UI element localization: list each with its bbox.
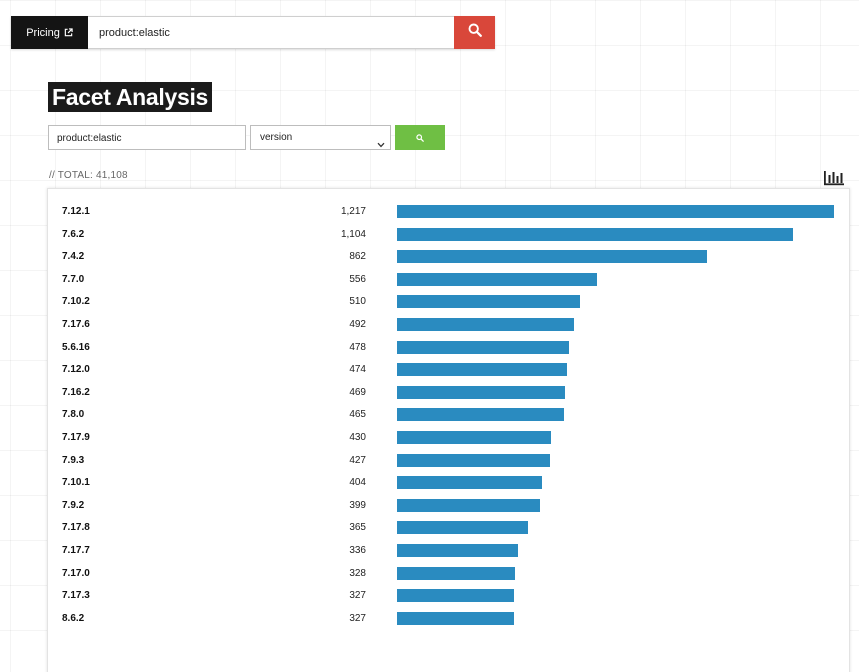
facet-row[interactable]: 7.10.2 510 <box>48 291 849 313</box>
search-input[interactable]: product:elastic <box>88 16 454 49</box>
facet-row-bar <box>397 205 834 218</box>
facet-row[interactable]: 7.16.2 469 <box>48 382 849 404</box>
facet-row[interactable]: 7.17.8 365 <box>48 517 849 539</box>
search-button[interactable] <box>454 16 495 49</box>
facet-row-count: 556 <box>349 273 366 285</box>
facet-row[interactable]: 8.6.2 327 <box>48 608 849 630</box>
facet-row[interactable]: 7.9.2 399 <box>48 495 849 517</box>
facet-row-count: 328 <box>349 567 366 579</box>
facet-search-button[interactable] <box>395 125 445 150</box>
facet-row-bar <box>397 453 550 467</box>
facet-row[interactable]: 7.12.0 474 <box>48 359 849 381</box>
facet-row[interactable]: 7.6.2 1,104 <box>48 224 849 246</box>
facet-row-count: 430 <box>349 432 366 443</box>
pricing-link[interactable]: Pricing <box>11 16 88 49</box>
facet-row-label: 7.10.2 <box>62 296 90 308</box>
facet-row-bar <box>397 272 597 286</box>
facet-row-label: 7.6.2 <box>62 228 85 240</box>
facet-row-label: 7.8.0 <box>62 409 85 421</box>
facet-row[interactable]: 7.4.2 862 <box>48 246 849 268</box>
facet-row-bar <box>397 295 580 309</box>
facet-row-count: 1,217 <box>340 206 366 217</box>
facet-row[interactable]: 7.8.0 465 <box>48 404 849 426</box>
facet-row-label: 7.16.2 <box>62 386 90 398</box>
facet-row-bar <box>397 227 793 241</box>
facet-row[interactable]: 7.17.7 336 <box>48 540 849 562</box>
facet-row-bar <box>397 431 551 444</box>
facet-row-count: 404 <box>349 477 366 489</box>
facet-row[interactable]: 7.12.1 1,217 <box>48 201 849 223</box>
pricing-label: Pricing <box>26 26 60 39</box>
facet-row[interactable]: 7.17.0 328 <box>48 563 849 585</box>
facet-row-count: 510 <box>349 296 366 308</box>
top-search-bar: Pricing product:elastic <box>11 16 495 49</box>
facet-row-bar <box>397 250 707 264</box>
facet-row-bar <box>397 611 514 625</box>
facet-query-input[interactable]: product:elastic <box>48 125 246 150</box>
facet-row-bar <box>397 521 528 535</box>
facet-row-label: 7.17.8 <box>62 522 90 534</box>
facet-row-label: 7.12.0 <box>62 364 90 376</box>
facet-row-label: 7.12.1 <box>62 206 90 217</box>
facet-row-count: 469 <box>349 386 366 398</box>
facet-row-bar <box>397 498 540 512</box>
facet-row-label: 5.6.16 <box>62 341 90 353</box>
facet-row-count: 327 <box>349 590 366 602</box>
facet-row-bar <box>397 363 567 377</box>
facet-row-count: 399 <box>349 499 366 511</box>
facet-row-count: 336 <box>349 545 366 556</box>
search-icon <box>468 23 482 42</box>
facet-row[interactable]: 7.7.0 556 <box>48 269 849 291</box>
facet-row-bar <box>397 476 542 490</box>
facet-row-label: 7.17.9 <box>62 432 90 443</box>
search-icon <box>416 129 424 147</box>
facet-row-bar <box>397 408 564 422</box>
facet-row-count: 1,104 <box>340 228 366 240</box>
bar-chart-icon[interactable] <box>823 168 845 186</box>
facet-row[interactable]: 7.17.6 492 <box>48 314 849 336</box>
page-title: Facet Analysis <box>48 82 213 112</box>
facet-select-value: version <box>260 132 293 143</box>
facet-row-label: 7.17.3 <box>62 590 90 602</box>
facet-row[interactable]: 5.6.16 478 <box>48 337 849 359</box>
facet-row-label: 7.10.1 <box>62 477 90 489</box>
facet-row[interactable]: 7.9.3 427 <box>48 450 849 472</box>
facet-row-label: 7.7.0 <box>62 273 85 285</box>
facet-row-count: 327 <box>349 612 366 624</box>
facet-row-count: 492 <box>349 319 366 330</box>
facet-row-bar <box>397 340 569 354</box>
facet-row-bar <box>397 385 565 399</box>
facet-row-count: 862 <box>349 251 366 263</box>
facet-row-label: 7.17.0 <box>62 567 90 579</box>
facet-row-label: 8.6.2 <box>62 612 85 624</box>
facet-row-count: 474 <box>349 364 366 376</box>
facet-row-bar <box>397 544 518 557</box>
facet-results-panel: 7.12.1 1,217 7.6.2 1,104 7.4.2 862 7.7.0 556 7.1… <box>47 188 850 672</box>
chevron-down-icon <box>377 134 385 157</box>
facet-row-count: 365 <box>349 522 366 534</box>
facet-select[interactable]: version <box>250 125 391 150</box>
search-input-value: product:elastic <box>99 26 170 39</box>
facet-row-count: 427 <box>349 454 366 466</box>
facet-row-bar <box>397 566 515 580</box>
facet-row-label: 7.9.3 <box>62 454 85 466</box>
facet-row[interactable]: 7.17.3 327 <box>48 585 849 607</box>
facet-row[interactable]: 7.10.1 404 <box>48 472 849 494</box>
total-count: // TOTAL: 41,108 <box>49 170 128 181</box>
facet-row-bar <box>397 318 574 331</box>
facet-row-bar <box>397 589 514 603</box>
facet-row[interactable]: 7.17.9 430 <box>48 427 849 449</box>
facet-row-label: 7.4.2 <box>62 251 85 263</box>
external-link-icon <box>64 28 73 37</box>
facet-row-count: 478 <box>349 341 366 353</box>
facet-row-label: 7.9.2 <box>62 499 85 511</box>
facet-row-label: 7.17.7 <box>62 545 90 556</box>
facet-row-count: 465 <box>349 409 366 421</box>
facet-row-label: 7.17.6 <box>62 319 90 330</box>
